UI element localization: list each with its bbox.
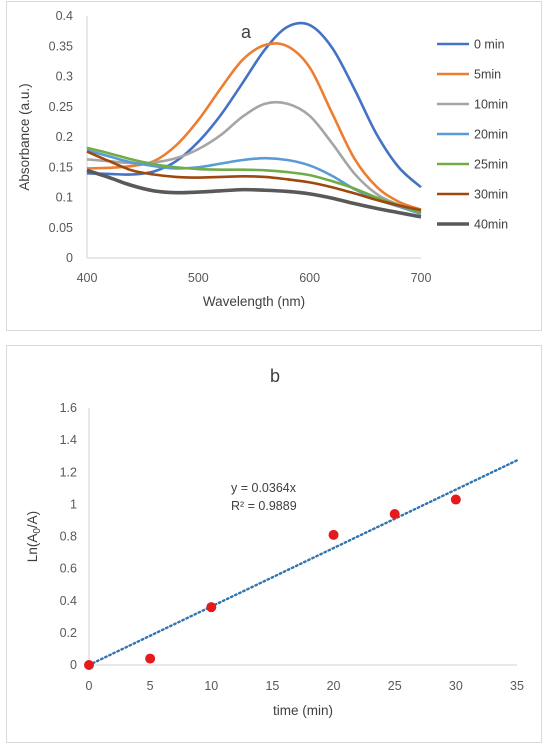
x-tick-label: 500 [188,271,209,285]
x-tick-label: 25 [388,679,402,693]
y-tick-label: 0.2 [60,626,77,640]
y-tick-label: 0.25 [49,100,73,114]
trendline [87,459,519,667]
y-tick-label: 0.4 [60,594,77,608]
series-line-3 [86,149,422,216]
y-tick-label: 0.6 [60,562,77,576]
x-tick-label: 10 [204,679,218,693]
x-tick-label: 30 [449,679,463,693]
y-tick-label: 1.6 [60,401,77,415]
legend-label-5: 30min [474,188,508,202]
data-point-2 [206,602,217,613]
y-tick-label: 1.4 [60,433,77,447]
series-line-6 [86,168,422,219]
x-axis-title: time (min) [273,703,333,718]
data-point-5 [450,494,461,505]
absorbance-chart-panel: 0 0.05 0.1 0.15 0.2 0.25 0.3 0.35 0.4 400 500 600 70… [6,1,542,331]
y-axis-title: Ln(A0/A) [25,511,43,562]
chart-title: b [270,366,280,386]
y-tick-label: 0.05 [49,221,73,235]
y-tick-label: 1 [70,497,77,511]
trendline-equation: y = 0.0364x [231,481,297,495]
kinetics-chart-panel: 0 0.2 0.4 0.6 0.8 1 1.2 1.4 1.6 0 5 10 15 20 25 30 35 tim… [6,345,542,743]
legend-label-6: 40min [474,218,508,232]
x-axis-title: Wavelength (nm) [203,294,305,309]
y-tick-label: 0.8 [60,530,77,544]
y-axis-title-part: 0 [32,528,43,534]
data-point-1 [145,653,156,664]
y-axis-title-part: /A) [25,511,40,528]
y-axis-title-part: Ln(A [25,534,40,563]
x-tick-label: 0 [86,679,93,693]
y-tick-label: 0 [70,658,77,672]
legend-label-3: 20min [474,128,508,142]
r-squared-label: R² = 0.9889 [231,499,297,513]
y-tick-label: 0.15 [49,160,73,174]
y-tick-label: 0.3 [56,70,73,84]
legend-label-4: 25min [474,158,508,172]
y-tick-label: 0.4 [56,9,73,23]
y-tick-label: 0.2 [56,130,73,144]
y-tick-label: 1.2 [60,465,77,479]
x-tick-label: 700 [411,271,432,285]
data-point-0 [84,660,94,670]
x-tick-label: 5 [147,679,154,693]
series-line-5 [86,150,422,212]
y-axis-title: Absorbance (a.u.) [17,83,32,190]
series-line-4 [86,146,422,214]
data-point-3 [328,529,339,540]
y-tick-label: 0.1 [56,191,73,205]
x-tick-label: 35 [510,679,524,693]
data-point-4 [389,509,400,520]
legend-label-1: 5min [474,68,501,82]
x-tick-label: 20 [327,679,341,693]
legend-label-0: 0 min [474,38,505,52]
legend-label-2: 10min [474,98,508,112]
series-line-1 [86,42,422,211]
chart-title: a [241,22,252,42]
x-tick-label: 400 [77,271,98,285]
kinetics-chart: 0 0.2 0.4 0.6 0.8 1 1.2 1.4 1.6 0 5 10 15 20 25 30 35 tim… [25,366,524,718]
absorbance-chart: 0 0.05 0.1 0.15 0.2 0.25 0.3 0.35 0.4 400 500 600 70… [17,9,508,309]
y-tick-label: 0 [66,251,73,265]
x-tick-label: 15 [265,679,279,693]
x-tick-label: 600 [299,271,320,285]
y-tick-label: 0.35 [49,39,73,53]
